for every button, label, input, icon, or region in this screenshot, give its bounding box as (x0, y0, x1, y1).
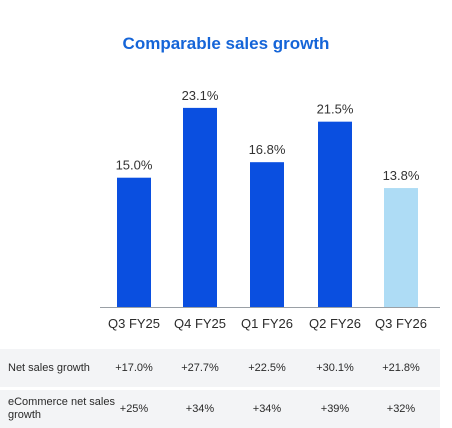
row-label: eCommerce net sales growth (8, 396, 115, 421)
net-sales-growth-row: Net sales growth +17.0% +27.7% +22.5% +3… (0, 349, 440, 387)
chart-title: Comparable sales growth (122, 34, 330, 53)
table-cell: +21.8% (382, 362, 420, 374)
ecommerce-sales-growth-row: eCommerce net sales growth +25% +34% +34… (0, 390, 440, 428)
bar-q1-fy26 (250, 162, 284, 307)
table-cell: +25% (119, 403, 149, 415)
bar-chart: 15.0% 23.1% 16.8% 21.5% 13.8% Q3 FY25 Q4 FY25… (100, 88, 440, 331)
bar-value-label: 16.8% (249, 142, 286, 157)
x-tick-label: Q3 FY25 (108, 316, 160, 331)
table-cell: +32% (386, 403, 416, 415)
table-cell: +27.7% (181, 362, 219, 374)
bar-q2-fy26 (318, 121, 352, 307)
bar-value-label: 13.8% (383, 168, 420, 183)
table-cell: +22.5% (248, 362, 286, 374)
bar-q3-fy26 (384, 188, 418, 307)
x-tick-label: Q3 FY26 (375, 316, 427, 331)
bar-value-label: 23.1% (182, 88, 219, 103)
bar-q4-fy25 (183, 107, 217, 308)
x-tick-label: Q1 FY26 (241, 316, 293, 331)
bar-value-label: 15.0% (116, 158, 153, 173)
table-cell: +17.0% (115, 362, 153, 374)
row-label: Net sales growth (8, 361, 90, 374)
x-tick-label: Q4 FY25 (174, 316, 226, 331)
x-tick-label: Q2 FY26 (309, 316, 361, 331)
table-cell: +30.1% (316, 362, 354, 374)
table-cell: +39% (320, 403, 350, 415)
bar-q3-fy25 (117, 177, 151, 307)
table-cell: +34% (252, 403, 282, 415)
table-cell: +34% (185, 403, 215, 415)
bar-value-label: 21.5% (317, 102, 354, 117)
